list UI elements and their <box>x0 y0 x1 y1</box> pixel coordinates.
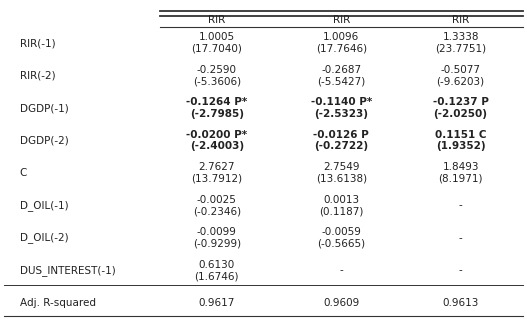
Text: (0.1187): (0.1187) <box>319 206 364 216</box>
Text: 1.8493: 1.8493 <box>442 162 479 172</box>
Text: (-9.6203): (-9.6203) <box>436 77 485 87</box>
Text: RIR: RIR <box>208 15 226 25</box>
Text: Adj. R-squared: Adj. R-squared <box>19 298 96 308</box>
Text: (17.7040): (17.7040) <box>191 44 242 54</box>
Text: DGDP(-2): DGDP(-2) <box>19 136 69 146</box>
Text: (23.7751): (23.7751) <box>435 44 486 54</box>
Text: -: - <box>339 265 343 275</box>
Text: 1.0096: 1.0096 <box>323 32 359 42</box>
Text: (1.6746): (1.6746) <box>194 271 239 281</box>
Text: -0.0200 P*: -0.0200 P* <box>186 130 247 140</box>
Text: -0.0099: -0.0099 <box>197 227 237 237</box>
Text: (-0.5665): (-0.5665) <box>317 239 365 249</box>
Text: 1.3338: 1.3338 <box>442 32 479 42</box>
Text: 0.9609: 0.9609 <box>323 298 359 308</box>
Text: 0.6130: 0.6130 <box>199 259 235 269</box>
Text: (-0.2722): (-0.2722) <box>314 142 368 152</box>
Text: -0.2687: -0.2687 <box>321 65 362 75</box>
Text: (13.6138): (13.6138) <box>316 174 367 184</box>
Text: -0.0059: -0.0059 <box>321 227 361 237</box>
Text: -0.1237 P: -0.1237 P <box>433 97 489 107</box>
Text: 0.9617: 0.9617 <box>199 298 235 308</box>
Text: (-2.5323): (-2.5323) <box>314 109 368 119</box>
Text: D_OIL(-2): D_OIL(-2) <box>19 232 69 243</box>
Text: -0.5077: -0.5077 <box>441 65 481 75</box>
Text: -: - <box>458 265 463 275</box>
Text: RIR(-1): RIR(-1) <box>19 38 55 48</box>
Text: 2.7627: 2.7627 <box>199 162 235 172</box>
Text: (-2.0250): (-2.0250) <box>434 109 487 119</box>
Text: (-5.3606): (-5.3606) <box>193 77 241 87</box>
Text: C: C <box>19 168 27 178</box>
Text: 0.0013: 0.0013 <box>323 194 359 204</box>
Text: DUS_INTEREST(-1): DUS_INTEREST(-1) <box>19 265 115 276</box>
Text: 2.7549: 2.7549 <box>323 162 359 172</box>
Text: (-0.2346): (-0.2346) <box>193 206 241 216</box>
Text: (-0.9299): (-0.9299) <box>193 239 241 249</box>
Text: -0.0126 P: -0.0126 P <box>314 130 369 140</box>
Text: RIR(-2): RIR(-2) <box>19 71 55 81</box>
Text: -: - <box>458 233 463 243</box>
Text: (-5.5427): (-5.5427) <box>317 77 365 87</box>
Text: 0.9613: 0.9613 <box>442 298 479 308</box>
Text: (13.7912): (13.7912) <box>191 174 242 184</box>
Text: -0.2590: -0.2590 <box>197 65 237 75</box>
Text: DGDP(-1): DGDP(-1) <box>19 103 69 113</box>
Text: (-2.7985): (-2.7985) <box>190 109 244 119</box>
Text: 1.0005: 1.0005 <box>199 32 235 42</box>
Text: -0.1140 P*: -0.1140 P* <box>311 97 372 107</box>
Text: RIR: RIR <box>452 15 469 25</box>
Text: D_OIL(-1): D_OIL(-1) <box>19 200 69 211</box>
Text: -: - <box>458 200 463 210</box>
Text: (8.1971): (8.1971) <box>438 174 483 184</box>
Text: RIR: RIR <box>333 15 350 25</box>
Text: -0.1264 P*: -0.1264 P* <box>186 97 248 107</box>
Text: 0.1151 C: 0.1151 C <box>435 130 486 140</box>
Text: (1.9352): (1.9352) <box>436 142 485 152</box>
Text: -0.0025: -0.0025 <box>197 194 237 204</box>
Text: (17.7646): (17.7646) <box>316 44 367 54</box>
Text: (-2.4003): (-2.4003) <box>190 142 244 152</box>
